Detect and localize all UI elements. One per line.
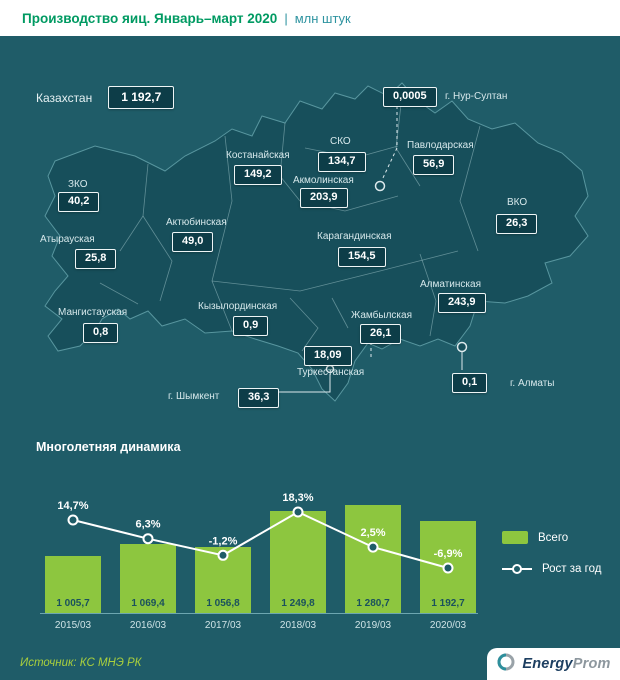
region-value-zhambyl: 26,1 (360, 324, 402, 344)
growth-percent-label: -1,2% (209, 535, 238, 547)
growth-line (72, 510, 449, 569)
x-axis-label: 2020/03 (430, 620, 467, 631)
x-axis-label: 2015/03 (55, 620, 92, 631)
title-separator: | (284, 10, 288, 26)
x-axis-label: 2019/03 (355, 620, 392, 631)
region-value-atyrau: 25,8 (75, 249, 117, 269)
legend-item-growth: Рост за год (502, 563, 601, 575)
region-value-vko: 26,3 (496, 214, 538, 234)
dynamics-chart: 1 005,7 2015/03 1 069,4 2016/03 1 056,8 2017/… (40, 492, 478, 631)
x-axis-label: 2018/03 (280, 620, 317, 631)
country-total: Казахстан 1 192,7 (36, 86, 175, 109)
growth-point (67, 514, 79, 526)
page-title: Производство яиц. Январь–март 2020 (22, 10, 278, 26)
country-name: Казахстан (36, 90, 93, 105)
region-name-zhambyl: Жамбылская (351, 310, 412, 321)
region-name-karaganda: Карагандинская (317, 231, 392, 242)
legend-bar-swatch (502, 531, 528, 544)
region-value-nur_sultan: 0,0005 (383, 87, 437, 107)
map-label-layer: Казахстан 1 192,7 СКО 134,7 г. Нур-Султан 0… (0, 36, 620, 680)
bar-value-label: 1 069,4 (131, 598, 165, 609)
region-value-turkestan: 18,09 (304, 346, 352, 366)
growth-percent-label: 6,3% (135, 519, 160, 531)
x-axis-label: 2016/03 (130, 620, 167, 631)
legend-label-growth: Рост за год (542, 563, 602, 575)
bar-2015/03 (45, 556, 101, 613)
growth-point (442, 562, 454, 574)
region-name-almaty_city: г. Алматы (510, 378, 555, 389)
region-value-almaty_city: 0,1 (452, 373, 488, 393)
bar-value-label: 1 192,7 (431, 598, 465, 609)
nur-sultan-marker (374, 180, 386, 192)
bar-2016/03 (120, 544, 176, 613)
region-name-zko: ЗКО (68, 179, 88, 190)
logo-prom: Prom (572, 656, 611, 672)
legend-item-total: Всего (502, 531, 601, 544)
bar-value-label: 1 249,8 (281, 598, 315, 609)
region-name-pavlodar: Павлодарская (407, 140, 474, 151)
map-canvas: Казахстан 1 192,7 СКО 134,7 г. Нур-Султан 0… (0, 36, 620, 680)
source-note: Источник: КС МНЭ РК (20, 657, 142, 669)
region-borders (99, 95, 481, 352)
region-value-shymkent: 36,3 (238, 388, 280, 408)
region-name-aktobe: Актюбинская (166, 217, 227, 228)
growth-point (292, 506, 304, 518)
region-name-atyrau: Атырауская (40, 234, 95, 245)
energyprom-circle-icon (496, 652, 516, 677)
chart-title: Многолетняя динамика (36, 440, 181, 454)
region-value-sko: 134,7 (318, 152, 366, 172)
region-value-akmola: 203,9 (300, 188, 348, 208)
almaty-marker (456, 341, 468, 353)
region-value-almaty_region: 243,9 (438, 293, 486, 313)
growth-percent-label: 14,7% (57, 500, 88, 512)
nur-sultan-connector (381, 106, 398, 181)
connector-lines (272, 106, 468, 393)
region-value-pavlodar: 56,9 (413, 155, 455, 175)
energyprom-logo: EnergyProm (487, 648, 620, 680)
x-axis-label: 2017/03 (205, 620, 242, 631)
region-value-kostanay: 149,2 (234, 165, 282, 185)
chart-legend: Всего Рост за год (502, 531, 601, 575)
growth-percent-label: 2,5% (360, 527, 385, 539)
region-name-shymkent: г. Шымкент (168, 391, 220, 402)
bar-value-label: 1 005,7 (56, 598, 90, 609)
region-name-nur_sultan: г. Нур-Султан (445, 91, 508, 102)
bar-2018/03 (270, 511, 326, 613)
region-value-mangystau: 0,8 (83, 323, 119, 343)
region-value-zko: 40,2 (58, 192, 100, 212)
region-name-mangystau: Мангистауская (58, 307, 128, 318)
growth-percent-label: 18,3% (282, 492, 313, 504)
bar-value-label: 1 056,8 (206, 598, 240, 609)
title-unit: млн штук (294, 10, 351, 26)
region-value-kyzylorda: 0,9 (233, 316, 269, 336)
legend-label-total: Всего (538, 531, 569, 544)
region-name-kostanay: Костанайская (226, 150, 290, 161)
region-name-kyzylorda: Кызылординская (198, 301, 278, 312)
growth-point (217, 549, 229, 561)
growth-point (367, 541, 379, 553)
logo-energy: Energy (522, 656, 573, 672)
header: Производство яиц. Январь–март 2020 | млн… (0, 0, 620, 36)
region-name-turkestan: Туркестанская (297, 367, 365, 378)
region-name-almaty_region: Алматинская (420, 279, 481, 290)
growth-percent-label: -6,9% (434, 548, 463, 560)
region-value-aktobe: 49,0 (172, 232, 214, 252)
bar-2019/03 (345, 505, 401, 613)
energyprom-wordmark: EnergyProm (522, 656, 610, 672)
legend-line-swatch-icon (502, 563, 532, 575)
region-value-karaganda: 154,5 (338, 247, 386, 267)
shymkent-connector (272, 374, 331, 393)
bar-value-label: 1 280,7 (356, 598, 390, 609)
growth-point (142, 533, 154, 545)
country-value: 1 192,7 (108, 86, 175, 109)
region-name-sko: СКО (330, 136, 351, 147)
region-name-vko: ВКО (507, 197, 528, 208)
region-name-akmola: Акмолинская (293, 175, 354, 186)
